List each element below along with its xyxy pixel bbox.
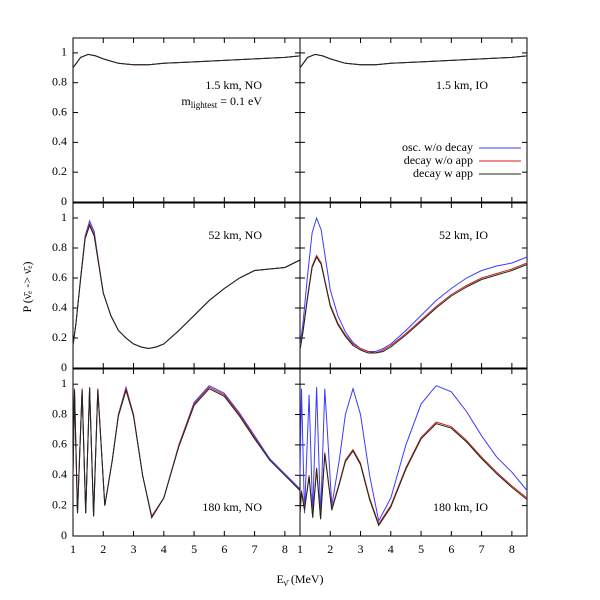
y-tick-label: 0.4 <box>52 467 67 481</box>
x-tick-label: 2 <box>100 542 106 556</box>
series-line <box>72 53 301 69</box>
x-tick-label: 4 <box>161 542 167 556</box>
series-line <box>72 388 301 520</box>
x-tick-label: 4 <box>388 542 394 556</box>
series-line <box>72 222 301 350</box>
series-line <box>299 53 528 69</box>
y-tick-label: 0.6 <box>52 437 67 451</box>
x-tick-label: 6 <box>221 542 227 556</box>
panel-label: 52 km, IO <box>439 228 488 242</box>
legend-label: osc. w/o decay <box>402 140 473 154</box>
panel-label: 180 km, NO <box>202 500 262 514</box>
series-line <box>299 421 528 526</box>
x-tick-label: 2 <box>327 542 333 556</box>
plot-frame <box>299 202 528 369</box>
panel-label: 1.5 km, IO <box>436 78 488 92</box>
plot-frame <box>299 37 528 203</box>
y-tick-label: 0.2 <box>52 497 67 511</box>
y-tick-label: 0 <box>61 528 67 542</box>
x-tick-label: 5 <box>418 542 424 556</box>
y-tick-label: 1 <box>61 376 67 390</box>
note-main: m <box>181 94 191 108</box>
x-axis-label: Eν̄ (MeV) <box>276 572 323 588</box>
y-tick-label: 0.8 <box>52 240 67 254</box>
y-tick-label: 0.2 <box>52 330 67 344</box>
series-line <box>72 385 301 518</box>
legend-label: decay w/o app <box>404 153 473 167</box>
y-axis-label: P (ν̄ₑ -> ν̄ₑ) <box>20 262 34 313</box>
x-tick-label: 7 <box>252 542 258 556</box>
series-line <box>299 255 528 354</box>
x-tick-label: 3 <box>358 542 364 556</box>
x-tick-label: 8 <box>509 542 515 556</box>
series-line <box>299 53 528 69</box>
x-tick-label: 3 <box>131 542 137 556</box>
y-tick-label: 0 <box>61 194 67 208</box>
x-tick-label: 1 <box>297 542 303 556</box>
series-line <box>72 386 301 518</box>
plot-frame <box>72 202 301 369</box>
x-tick-label: 1 <box>70 542 76 556</box>
note-rest: = 0.1 eV <box>217 94 262 108</box>
y-tick-label: 0 <box>61 360 67 374</box>
series-line <box>299 216 528 352</box>
y-tick-label: 0.4 <box>52 134 67 148</box>
series-line <box>299 53 528 69</box>
y-tick-label: 1 <box>61 45 67 59</box>
series-line <box>72 224 301 350</box>
y-tick-label: 0.2 <box>52 164 67 178</box>
y-tick-label: 0.8 <box>52 406 67 420</box>
y-tick-label: 0.8 <box>52 74 67 88</box>
x-tick-label: 5 <box>191 542 197 556</box>
series-line <box>299 423 528 527</box>
x-tick-label: 7 <box>479 542 485 556</box>
panel-label: 52 km, NO <box>208 228 262 242</box>
note-sub: lightest <box>191 100 218 110</box>
y-tick-label: 0.4 <box>52 300 67 314</box>
y-tick-label: 0.6 <box>52 104 67 118</box>
series-line <box>72 53 301 69</box>
y-tick-label: 1 <box>61 210 67 224</box>
series-line <box>72 219 301 350</box>
y-tick-label: 0.6 <box>52 270 67 284</box>
series-line <box>299 254 528 354</box>
panel-note: mlightest = 0.1 eV <box>181 94 262 110</box>
panel-label: 1.5 km, NO <box>205 78 262 92</box>
panel-label: 180 km, IO <box>433 500 488 514</box>
series-line <box>72 53 301 69</box>
legend-label: decay w app <box>413 166 473 180</box>
x-tick-label: 6 <box>448 542 454 556</box>
x-tick-label: 8 <box>282 542 288 556</box>
